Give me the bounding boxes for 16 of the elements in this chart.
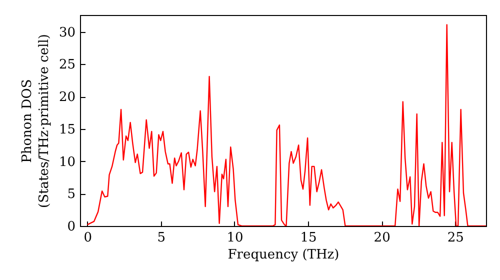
x-tick-label: 5: [157, 230, 166, 246]
x-tick-label: 0: [84, 230, 92, 246]
x-tick-label: 10: [226, 230, 244, 246]
y-tick-label: 25: [58, 58, 76, 73]
y-tick-label: 20: [58, 90, 76, 106]
y-tick-label: 30: [58, 25, 76, 40]
y-axis-title: Phonon DOS (States/THz·primitive cell): [20, 34, 52, 208]
line-series: [86, 24, 486, 226]
y-tick-label: 5: [67, 187, 76, 202]
x-tick-label: 25: [447, 230, 464, 246]
x-tick-label: 15: [300, 230, 317, 246]
y-tick-label: 0: [67, 220, 76, 234]
y-tick-label: 15: [58, 122, 76, 138]
x-axis-title: Frequency (THz): [228, 248, 340, 262]
y-tick-label: 10: [58, 154, 76, 170]
x-tick-label: 20: [374, 230, 390, 246]
